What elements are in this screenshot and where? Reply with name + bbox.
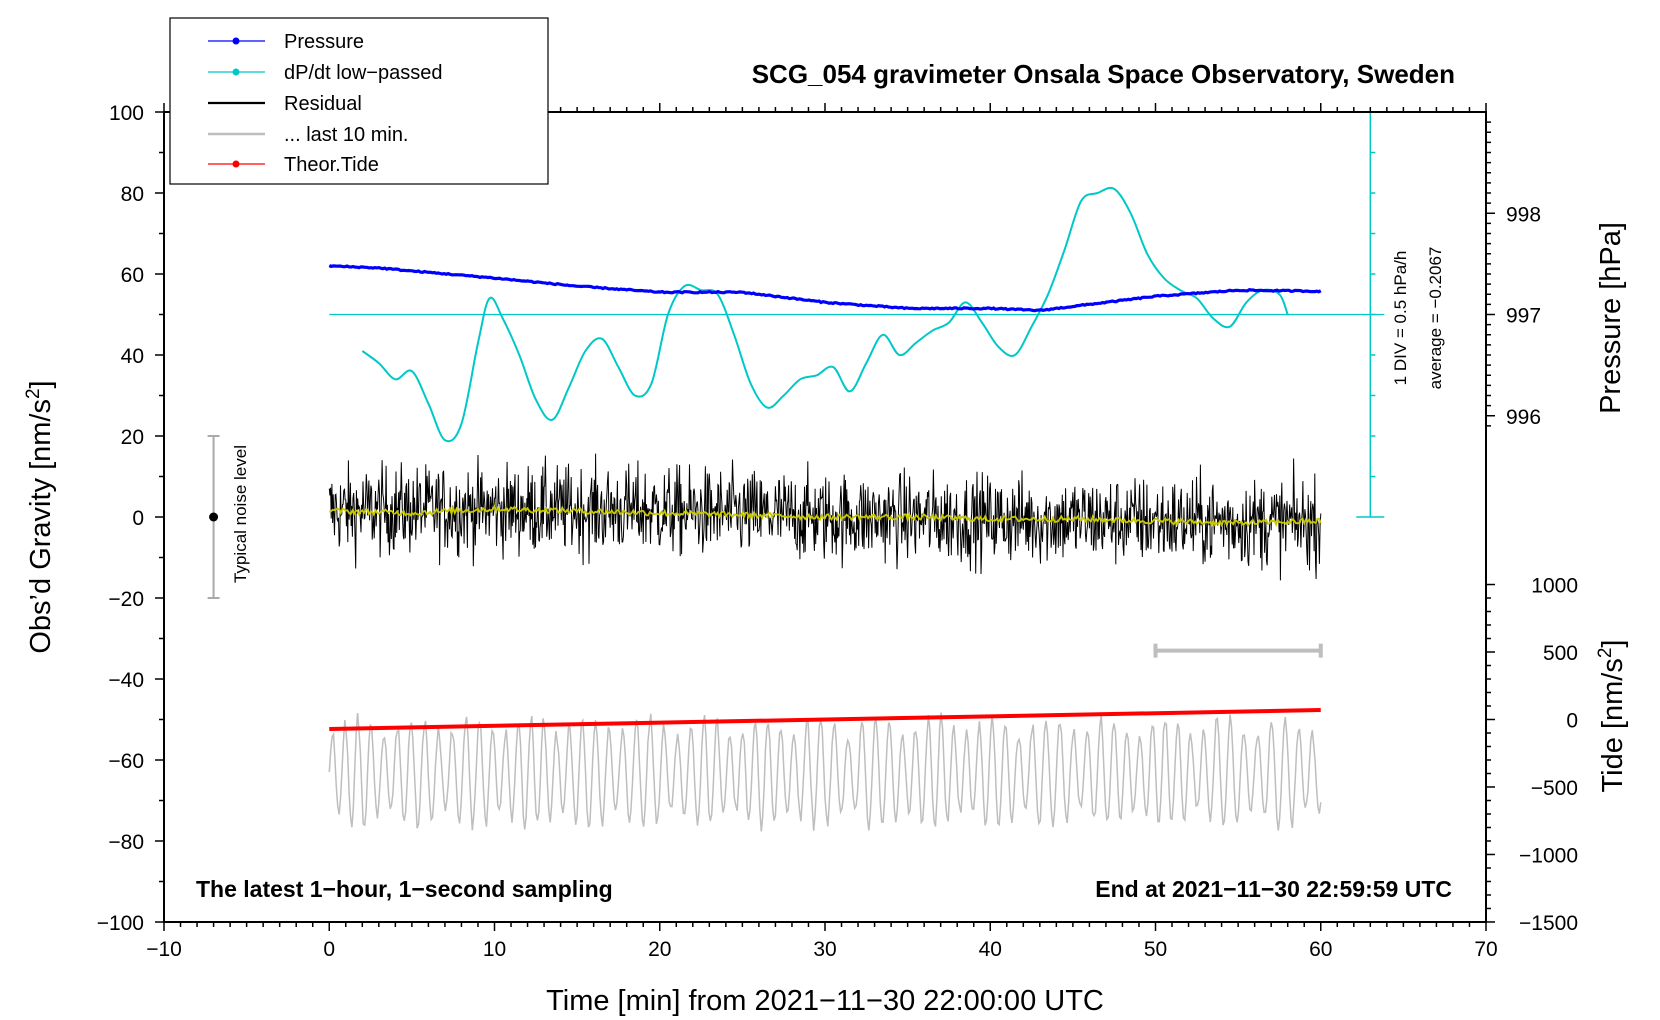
y-tick-label: 60 [121, 264, 144, 287]
pressure-tick-label: 997 [1506, 305, 1541, 328]
x-tick-label: 0 [323, 938, 335, 961]
last-10-min-line [328, 712, 1322, 832]
legend-item-tide: Theor.Tide [208, 154, 379, 176]
legend-item-dpdt: dP/dt low−passed [208, 62, 442, 84]
y-tick-label: 40 [121, 345, 144, 368]
legend-marker-tide [232, 160, 240, 168]
time-scale-bar [1153, 643, 1323, 658]
noise-level-indicator [207, 435, 220, 599]
div-label: 1 DIV = 0.5 hPa/h [1391, 251, 1410, 386]
legend-item-pressure: Pressure [208, 31, 364, 53]
y-tick-label: 20 [121, 426, 144, 449]
legend-label-pressure: Pressure [284, 31, 364, 53]
y-tick-label: 80 [121, 183, 144, 206]
y-axis-ticks: −100 −80 −60 −40 −20 0 20 40 60 80 100 [97, 102, 164, 935]
tide-tick-label: 1000 [1531, 575, 1578, 598]
pressure-series [328, 264, 1322, 313]
y-tick-label: 100 [109, 102, 144, 125]
pressure-axis-ticks: 996 997 998 [1486, 121, 1541, 429]
tide-tick-label: −500 [1531, 777, 1578, 800]
pressure-axis-label: Pressure [hPa] [1595, 222, 1627, 414]
last-10-min-series [328, 712, 1322, 832]
y-tick-label: −20 [108, 588, 144, 611]
x-tick-label: 70 [1474, 938, 1497, 961]
x-axis-label: Time [min] from 2021−11−30 22:00:00 UTC [546, 985, 1104, 1017]
x-tick-label: 30 [813, 938, 836, 961]
tide-axis-ticks: −1500 −1000 −500 0 500 1000 [1486, 575, 1578, 935]
x-tick-label: 40 [979, 938, 1002, 961]
y-tick-label: 0 [132, 507, 144, 530]
x-tick-label: −10 [146, 938, 182, 961]
legend-box [169, 17, 549, 185]
dpdt-series [361, 186, 1289, 443]
y-tick-label: −100 [97, 912, 144, 935]
tide-line [329, 708, 1321, 731]
chart-title: SCG_054 gravimeter Onsala Space Observat… [752, 59, 1455, 89]
residual-line [328, 453, 1322, 581]
tide-axis-label: Tide [nm/s2] [1595, 640, 1629, 793]
pressure-line [328, 264, 1322, 313]
legend-marker-dpdt [232, 68, 240, 76]
x-tick-label: 20 [648, 938, 671, 961]
x-axis-ticks: −10 0 10 20 30 40 50 60 70 [146, 103, 1498, 961]
x-tick-label: 10 [483, 938, 506, 961]
legend-label-dpdt: dP/dt low−passed [284, 62, 442, 84]
end-time-note: End at 2021−11−30 22:59:59 UTC [1095, 876, 1452, 902]
dpdt-line [361, 186, 1289, 443]
tide-tick-label: 0 [1566, 710, 1578, 733]
running-mean-line [329, 503, 1322, 528]
tide-tick-label: −1000 [1519, 844, 1578, 867]
sampling-note: The latest 1−hour, 1−second sampling [196, 876, 613, 902]
pressure-tick-label: 998 [1506, 203, 1541, 226]
legend-label-last-10-min: ... last 10 min. [284, 124, 409, 146]
legend: Pressure dP/dt low−passed Residual ... l… [169, 17, 549, 185]
noise-level-label: Typical noise level [231, 445, 250, 583]
y-tick-label: −80 [108, 831, 144, 854]
y-tick-label: −40 [108, 669, 144, 692]
residual-running-mean-series [329, 503, 1322, 528]
legend-label-tide: Theor.Tide [284, 154, 379, 176]
tide-tick-label: −1500 [1519, 912, 1578, 935]
x-tick-label: 50 [1144, 938, 1167, 961]
x-tick-label: 60 [1309, 938, 1332, 961]
legend-item-last-10-min: ... last 10 min. [208, 124, 409, 146]
average-label: average = −0.2067 [1426, 247, 1445, 390]
noise-bar-center [209, 512, 219, 522]
theoretical-tide-series [329, 708, 1321, 731]
y-tick-label: −60 [108, 750, 144, 773]
y-axis-label: Obs’d Gravity [nm/s2] [23, 380, 57, 653]
residual-series [328, 453, 1322, 581]
pressure-tick-label: 996 [1506, 406, 1541, 429]
legend-label-residual: Residual [284, 93, 362, 115]
tide-tick-label: 500 [1543, 642, 1578, 665]
legend-marker-pressure [232, 37, 240, 45]
legend-item-residual: Residual [208, 93, 362, 115]
